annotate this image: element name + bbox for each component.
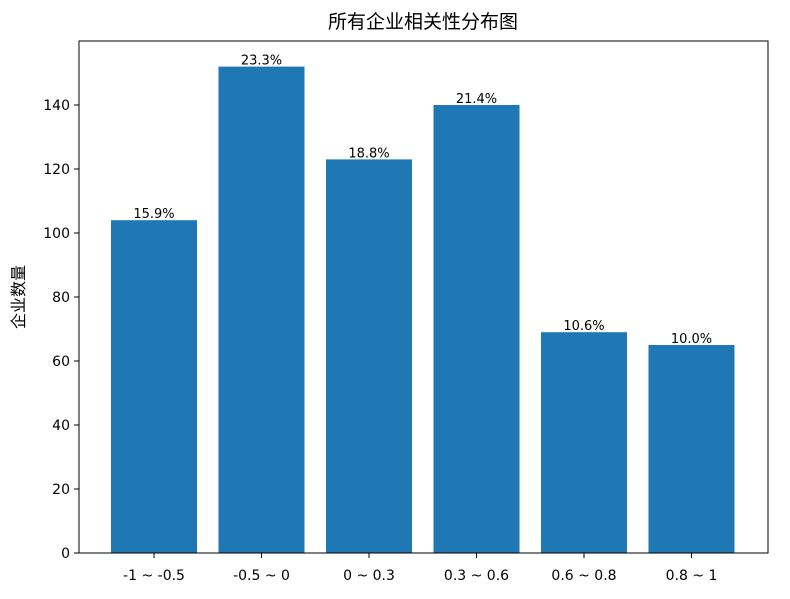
bar-2: [326, 159, 412, 553]
chart-title: 所有企业相关性分布图: [328, 11, 518, 33]
plot-frame: [78, 40, 769, 554]
bar-5: [648, 345, 735, 553]
y-tick-label-0: 0: [61, 546, 70, 562]
data-label-2: 18.8%: [348, 146, 389, 161]
data-labels-layer: 15.9% 23.3% 18.8% 21.4% 10.6% 10.0%: [133, 54, 712, 347]
y-axis-label: 企业数量: [9, 265, 28, 329]
bar-1: [218, 66, 305, 553]
y-tick-label-2: 40: [52, 418, 70, 434]
y-tick-label-5: 100: [43, 226, 70, 242]
x-axis: -1 ~ -0.5 -0.5 ~ 0 0 ~ 0.3 0.3 ~ 0.6 0.6 ~ 0…: [123, 553, 717, 584]
data-label-5: 10.0%: [671, 332, 712, 347]
y-tick-label-4: 80: [52, 290, 70, 306]
bar-0: [111, 220, 197, 553]
data-label-3: 21.4%: [456, 92, 497, 107]
bar-4: [541, 332, 627, 553]
data-label-1: 23.3%: [241, 54, 282, 69]
y-tick-label-7: 140: [43, 98, 70, 114]
bars-layer: [111, 66, 735, 553]
x-tick-label-5: 0.8 ~ 1: [666, 568, 718, 584]
data-label-4: 10.6%: [563, 319, 604, 334]
data-label-0: 15.9%: [133, 207, 174, 222]
x-tick-label-3: 0.3 ~ 0.6: [444, 568, 509, 584]
y-tick-label-3: 60: [52, 354, 70, 370]
x-tick-label-4: 0.6 ~ 0.8: [551, 568, 616, 584]
y-tick-label-6: 120: [43, 162, 70, 178]
y-tick-label-1: 20: [52, 482, 70, 498]
x-tick-label-1: -0.5 ~ 0: [233, 568, 290, 584]
bar-3: [433, 105, 520, 553]
y-axis: 0 20 40 60 80 100 120 140: [43, 98, 79, 562]
x-tick-label-2: 0 ~ 0.3: [343, 568, 395, 584]
x-tick-label-0: -1 ~ -0.5: [123, 568, 185, 584]
